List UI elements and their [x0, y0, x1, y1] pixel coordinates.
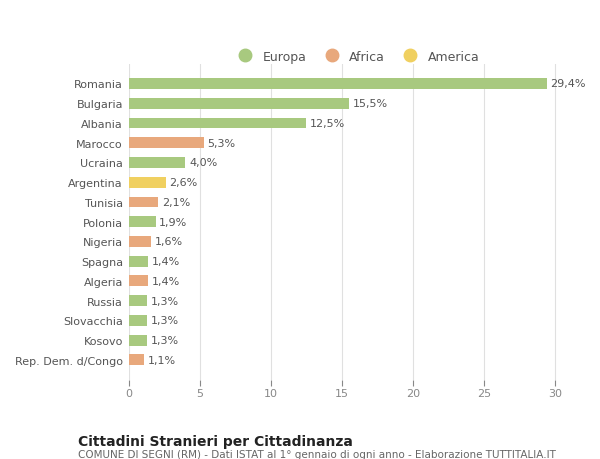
Bar: [128, 197, 158, 208]
Bar: [128, 177, 166, 188]
Text: 29,4%: 29,4%: [550, 79, 586, 90]
Text: 1,9%: 1,9%: [159, 217, 187, 227]
Bar: [128, 99, 349, 109]
Text: 2,6%: 2,6%: [169, 178, 197, 188]
Bar: [128, 79, 547, 90]
Bar: [128, 355, 144, 365]
Text: 15,5%: 15,5%: [353, 99, 388, 109]
Bar: [128, 256, 148, 267]
Legend: Europa, Africa, America: Europa, Africa, America: [228, 45, 484, 68]
Text: 1,4%: 1,4%: [152, 257, 180, 267]
Bar: [128, 158, 185, 168]
Text: 5,3%: 5,3%: [208, 139, 236, 148]
Bar: [128, 236, 151, 247]
Bar: [128, 118, 307, 129]
Bar: [128, 276, 148, 287]
Bar: [128, 296, 147, 307]
Bar: [128, 217, 155, 228]
Bar: [128, 335, 147, 346]
Bar: [128, 315, 147, 326]
Text: Cittadini Stranieri per Cittadinanza: Cittadini Stranieri per Cittadinanza: [78, 434, 353, 448]
Text: COMUNE DI SEGNI (RM) - Dati ISTAT al 1° gennaio di ogni anno - Elaborazione TUTT: COMUNE DI SEGNI (RM) - Dati ISTAT al 1° …: [78, 449, 556, 459]
Text: 2,1%: 2,1%: [162, 197, 190, 207]
Text: 1,3%: 1,3%: [151, 296, 179, 306]
Text: 1,3%: 1,3%: [151, 336, 179, 345]
Text: 1,4%: 1,4%: [152, 276, 180, 286]
Text: 1,1%: 1,1%: [148, 355, 176, 365]
Text: 1,3%: 1,3%: [151, 316, 179, 326]
Text: 1,6%: 1,6%: [155, 237, 183, 247]
Text: 12,5%: 12,5%: [310, 119, 345, 129]
Text: 4,0%: 4,0%: [189, 158, 217, 168]
Bar: [128, 138, 204, 149]
